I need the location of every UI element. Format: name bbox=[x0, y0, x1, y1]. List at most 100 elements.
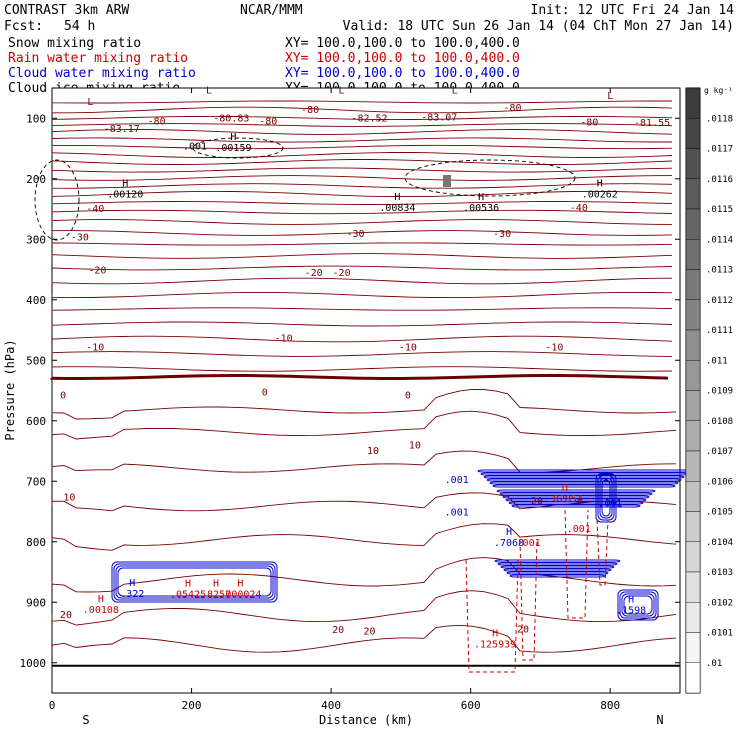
colorbar-label: .011 bbox=[706, 356, 728, 366]
extremum-value: .05425 bbox=[170, 589, 206, 600]
temperature-contour-label: -20 bbox=[88, 266, 106, 277]
temperature-contour-line bbox=[51, 351, 673, 357]
temperature-contour-label: 20 bbox=[332, 625, 344, 636]
temperature-contour-line bbox=[51, 190, 673, 198]
colorbar-segment bbox=[685, 329, 701, 361]
temperature-contour-line bbox=[51, 307, 673, 311]
temperature-contour-line bbox=[51, 523, 677, 551]
cloud-water-contour bbox=[619, 591, 657, 619]
colorbar-label: .0108 bbox=[706, 417, 733, 427]
colorbar-segment bbox=[685, 148, 701, 179]
extremum-marker: H bbox=[492, 629, 498, 640]
temperature-contour-label: -10 bbox=[275, 333, 293, 344]
rain-water-contour bbox=[519, 539, 538, 661]
temperature-contour-label: 10 bbox=[409, 441, 421, 452]
cloud-water-contour bbox=[595, 473, 617, 523]
temperature-contour-line bbox=[51, 100, 672, 104]
freezing-level-contour bbox=[50, 374, 669, 380]
y-tick-label: 400 bbox=[26, 294, 46, 307]
extremum-marker: L bbox=[206, 85, 212, 96]
colorbar: g kg⁻¹ .0118 .0117 .0116 .0115 .0114 .0113 .01… bbox=[685, 86, 733, 694]
extremum-marker: L bbox=[87, 97, 93, 108]
temperature-contour-line bbox=[51, 144, 673, 150]
colorbar-segment bbox=[685, 481, 701, 512]
contour-level-label: .001 bbox=[445, 508, 469, 519]
cloud-water-contour bbox=[497, 562, 618, 566]
contour-level-label: .001 bbox=[445, 475, 469, 486]
extremum-marker: L bbox=[452, 85, 458, 96]
temperature-contour-line bbox=[51, 183, 673, 189]
temperature-contour-line bbox=[51, 159, 673, 165]
temperature-contour-label: -30 bbox=[71, 232, 89, 243]
colorbar-label: .0103 bbox=[706, 568, 733, 578]
y-tick-label: 900 bbox=[26, 596, 46, 609]
temperature-contour-line bbox=[51, 152, 673, 158]
cloud-water-contour bbox=[492, 484, 676, 488]
plot-frame bbox=[51, 87, 681, 694]
x-tick-label: 800 bbox=[600, 699, 620, 712]
org-label: NCAR/MMM bbox=[240, 3, 303, 18]
colorbar-label: .0111 bbox=[706, 326, 733, 336]
temperature-contour-line bbox=[51, 335, 673, 343]
temperature-contour-label: -81.55 bbox=[634, 118, 670, 129]
temperature-contour-line bbox=[51, 590, 677, 626]
extremum-marker: L bbox=[607, 91, 613, 102]
colorbar-label: .0112 bbox=[706, 296, 733, 306]
temperature-contour-label: -80.83 bbox=[213, 113, 249, 124]
field-name-rain: Rain water mixing ratio bbox=[8, 51, 188, 66]
cloud-water-contour bbox=[489, 481, 679, 485]
colorbar-segment bbox=[685, 360, 701, 391]
extremum-marker: H bbox=[129, 578, 135, 589]
temperature-contour-line bbox=[51, 291, 673, 299]
temperature-contour-label: -10 bbox=[399, 343, 417, 354]
colorbar-segment bbox=[685, 118, 701, 149]
colorbar-segment bbox=[685, 87, 701, 119]
cloud-water-contour bbox=[505, 498, 647, 502]
colorbar-segment bbox=[685, 632, 701, 663]
temperature-contour-line bbox=[51, 557, 677, 593]
temperature-contour-label: 0 bbox=[60, 390, 66, 401]
contour-level-label: .001 bbox=[598, 499, 622, 510]
extremum-marker: L bbox=[339, 85, 345, 96]
temperature-contour-label: -10 bbox=[86, 343, 104, 354]
temperature-contour-label: -40 bbox=[86, 204, 104, 215]
cloud-water-contour bbox=[623, 595, 653, 615]
contour-level-label: .001 bbox=[567, 524, 591, 535]
temperature-contour-label: -30 bbox=[493, 229, 511, 240]
extremum-marker: H bbox=[506, 527, 512, 538]
y-tick-label: 600 bbox=[26, 415, 46, 428]
extremum-value: .02854 bbox=[547, 494, 583, 505]
temperature-contour-label: -80 bbox=[580, 118, 598, 129]
model-title: CONTRAST 3km ARW bbox=[4, 3, 129, 18]
extremum-marker: H bbox=[478, 192, 484, 203]
extremum-value: .322 bbox=[120, 589, 144, 600]
colorbar-segment bbox=[685, 269, 701, 300]
temperature-contour-line bbox=[51, 410, 677, 440]
x-tick-label: 200 bbox=[182, 699, 202, 712]
colorbar-segment bbox=[685, 602, 701, 633]
rain-water-contour bbox=[465, 559, 519, 673]
temperature-contour-line bbox=[51, 167, 673, 173]
x-tick-label: 0 bbox=[49, 699, 56, 712]
cloud-ice-contour bbox=[404, 159, 576, 197]
temperature-contour-label: -83.07 bbox=[421, 113, 457, 124]
extremum-value: .00834 bbox=[379, 203, 415, 214]
temperature-contour-label: 20 bbox=[363, 626, 375, 637]
temperature-contour-line bbox=[51, 388, 677, 420]
temperature-contour-line bbox=[51, 321, 673, 327]
cloud-water-contour bbox=[496, 489, 656, 493]
contour-level-label: .001 bbox=[183, 142, 207, 153]
extremum-value: .125939 bbox=[474, 640, 516, 651]
colorbar-label: .0105 bbox=[706, 508, 733, 518]
temperature-contour-label: -80 bbox=[148, 116, 166, 127]
cloud-water-contour bbox=[483, 475, 685, 479]
cloud-water-contour bbox=[113, 563, 276, 601]
extremum-value: .1598 bbox=[616, 606, 646, 617]
cloud-water-contour bbox=[617, 589, 659, 621]
temperature-contour-line bbox=[51, 253, 673, 259]
temperature-contour-label: -30 bbox=[347, 229, 365, 240]
extremum-marker: H bbox=[237, 578, 243, 589]
